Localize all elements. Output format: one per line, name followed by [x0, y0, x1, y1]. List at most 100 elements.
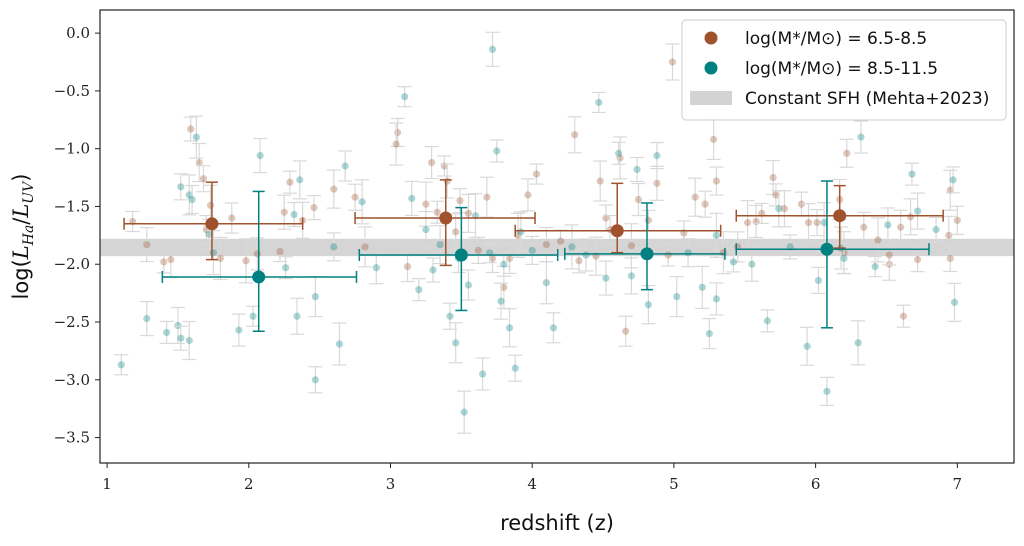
low_mass-binned-point [123, 181, 304, 261]
point-marker [393, 128, 402, 137]
high_mass-individual-point [947, 282, 962, 322]
low_mass-individual-point [282, 170, 297, 194]
point-marker [446, 312, 454, 320]
point-marker [673, 292, 681, 301]
point-marker [500, 260, 508, 268]
high_mass-individual-point [292, 160, 307, 200]
high_mass-individual-point [170, 306, 185, 345]
point-marker [361, 243, 369, 251]
point-marker [474, 246, 482, 254]
low_mass-individual-point [766, 159, 781, 196]
point-marker [392, 140, 400, 148]
point-marker [372, 264, 380, 272]
point-marker [633, 165, 641, 174]
low_mass-individual-point [277, 194, 292, 230]
point-marker [464, 209, 473, 217]
low_mass-individual-point [348, 183, 363, 211]
point-marker [256, 152, 264, 160]
low_mass-individual-point [156, 250, 171, 274]
high_mass-individual-point [709, 212, 724, 258]
point-marker [330, 243, 338, 251]
point-marker [949, 176, 957, 184]
y-tick-label: −1.0 [54, 140, 90, 158]
point-marker [401, 93, 409, 101]
high_mass-individual-point [404, 180, 419, 216]
y-tick-label: −3.5 [54, 429, 90, 447]
legend-band-swatch [690, 91, 732, 105]
high_mass-individual-point [326, 232, 341, 262]
point-marker [595, 98, 603, 107]
point-marker [493, 147, 501, 155]
constant-sfh-band-layer [100, 238, 1014, 257]
point-marker [684, 249, 692, 257]
x-tick-label: 1 [102, 475, 112, 493]
x-tick-label: 7 [953, 475, 963, 493]
high_mass-individual-point [641, 285, 656, 325]
point-marker [874, 236, 882, 244]
binned-marker [454, 248, 468, 262]
point-marker [497, 297, 505, 305]
low_mass-individual-point [479, 176, 494, 218]
point-marker [705, 329, 713, 338]
point-marker [945, 231, 953, 239]
high_mass-individual-point [946, 166, 961, 194]
high_mass-individual-point [278, 256, 293, 280]
point-marker [820, 219, 828, 227]
legend-marker [704, 31, 718, 45]
point-marker [290, 210, 298, 219]
point-marker [857, 133, 865, 141]
low_mass-individual-point [618, 315, 633, 347]
point-marker [568, 243, 576, 251]
low_mass-individual-point [326, 169, 341, 209]
x-axis-label: redshift (z) [500, 511, 614, 535]
low_mass-individual-point [943, 244, 958, 273]
low_mass-individual-point [631, 182, 646, 217]
low_mass-binned-point [735, 184, 944, 249]
high_mass-individual-point [508, 354, 523, 382]
high_mass-individual-point [397, 86, 412, 108]
point-marker [500, 283, 508, 291]
low_mass-individual-point [452, 188, 467, 214]
point-marker [335, 340, 344, 348]
point-marker [840, 254, 848, 263]
point-marker [443, 177, 451, 185]
point-marker [185, 336, 193, 345]
point-marker [709, 135, 718, 144]
binned-marker [252, 270, 266, 284]
high_mass-individual-point [308, 275, 323, 318]
point-marker [143, 314, 151, 323]
point-marker [743, 219, 752, 227]
point-marker [780, 205, 789, 213]
point-marker [505, 324, 514, 332]
low_mass-individual-point [810, 209, 825, 237]
point-marker [596, 177, 604, 185]
low_mass-individual-point [856, 211, 871, 243]
low_mass-individual-point [400, 250, 415, 283]
point-marker [293, 312, 301, 320]
high_mass-individual-point [817, 202, 832, 244]
low_mass-binned-point [514, 182, 722, 254]
low_mass-individual-point [839, 138, 854, 168]
point-marker [311, 292, 319, 301]
point-marker [174, 321, 182, 330]
point-marker [163, 328, 171, 337]
low_mass-individual-point [520, 178, 535, 212]
point-marker [946, 186, 954, 194]
point-marker [282, 264, 290, 272]
binned-marker [205, 217, 219, 231]
low_mass-individual-point [272, 240, 287, 263]
high_mass-individual-point [185, 184, 200, 215]
legend-label: Constant SFH (Mehta+2023) [745, 89, 989, 109]
high_mass-individual-point [868, 255, 883, 278]
high_mass-individual-point [448, 322, 463, 364]
point-marker [242, 257, 250, 265]
high_mass-individual-point [853, 120, 868, 154]
high_mass-individual-point [475, 357, 490, 391]
x-axis-ticks: 1 2 3 4 5 6 7 [102, 463, 962, 493]
point-marker [488, 45, 497, 53]
high_mass-individual-point [182, 320, 197, 361]
point-marker [803, 342, 811, 350]
point-marker [871, 262, 879, 271]
low_mass-individual-point [238, 238, 253, 284]
high_mass-binned-point [564, 202, 726, 291]
